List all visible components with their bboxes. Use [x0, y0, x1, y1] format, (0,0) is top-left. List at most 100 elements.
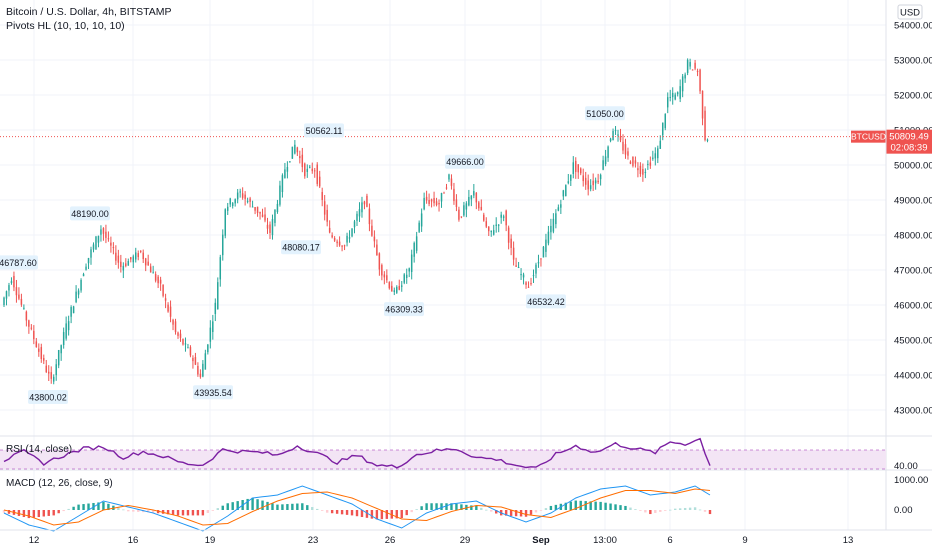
candle-body [450, 178, 453, 186]
price-tag-countdown: 02:08:39 [891, 143, 928, 154]
candle-body [629, 161, 632, 164]
candle-body [428, 200, 430, 204]
macd-bar [490, 510, 493, 512]
candle-body [664, 114, 666, 129]
pivot-label-bg [304, 123, 344, 138]
symbol-title: Bitcoin / U.S. Dollar, 4h, BITSTAMP [6, 6, 172, 18]
candle-body [266, 224, 269, 229]
candle-body [512, 247, 515, 260]
rsi-band [0, 450, 886, 469]
time-axis[interactable]: 12 16 19 23 26 29 Sep 13:00 6 9 13 [29, 535, 854, 546]
macd-bar [211, 510, 215, 511]
candle-body [85, 266, 87, 270]
candle-body [97, 235, 100, 243]
candle-body [532, 275, 535, 277]
macd-bar [311, 507, 314, 510]
price-axis[interactable]: 54000.0053000.0052000.0051000.0050000.00… [894, 21, 932, 417]
candle-body [65, 323, 67, 339]
candle-body [500, 214, 502, 218]
candle-body [654, 153, 657, 159]
macd-bar [102, 501, 105, 510]
macd-bar [375, 510, 379, 520]
macd-bar [683, 507, 687, 510]
candle-body [23, 307, 25, 309]
candle-body [209, 327, 212, 342]
macd-bar [644, 510, 647, 513]
candle-body [425, 196, 428, 201]
macd-bar [77, 504, 80, 510]
candle-body [13, 275, 15, 288]
macd-bar [708, 510, 712, 515]
candle-body [517, 267, 520, 269]
candle-body [157, 276, 159, 284]
candle-body [468, 196, 470, 206]
pivot-label-bg [585, 106, 625, 121]
candle-body [507, 227, 510, 243]
pivot-label: 50562.11 [306, 126, 343, 136]
candle-body [443, 192, 445, 194]
macd-bar [146, 510, 150, 513]
candle-body [224, 209, 226, 236]
candle-body [90, 249, 92, 258]
macd-bar [325, 510, 329, 513]
time-tick: 12 [29, 535, 40, 546]
candle-body [679, 86, 681, 99]
candle-body [182, 339, 184, 345]
candle-body [704, 110, 706, 141]
candle-body [694, 62, 696, 69]
candle-body [279, 185, 281, 205]
candle-body [445, 187, 448, 189]
macd-bar [619, 505, 622, 510]
candle-body [627, 151, 629, 156]
candle-body [699, 69, 701, 92]
candle-body [301, 154, 304, 168]
candle-body [662, 122, 664, 136]
macd-bar [176, 510, 180, 516]
candle-body [18, 294, 20, 299]
candle-body [169, 306, 172, 317]
macd-bar [604, 502, 607, 510]
candle-body [43, 358, 45, 361]
candle-body [572, 162, 575, 174]
macd-bar [37, 510, 41, 518]
candle-body [316, 164, 318, 184]
candle-body [117, 255, 120, 263]
candle-body [453, 188, 455, 202]
candle-body [234, 199, 236, 204]
candle-body [309, 166, 311, 168]
candle-body [455, 199, 458, 207]
macd-bar [127, 510, 130, 512]
candle-body [82, 274, 85, 277]
macd-bar [82, 504, 85, 510]
price-tag-symbol-bg [851, 130, 886, 143]
time-tick: 23 [308, 535, 319, 546]
candle-body [333, 237, 336, 241]
candle-body [172, 319, 174, 325]
price-pane[interactable] [0, 0, 886, 436]
macd-bar [62, 510, 65, 512]
candle-body [323, 201, 326, 215]
macd-bar [122, 509, 125, 511]
macd-bar [47, 510, 50, 516]
candles-group [3, 58, 709, 385]
candle-body [25, 311, 28, 321]
candle-body [386, 275, 388, 281]
currency-badge[interactable] [897, 4, 923, 20]
candle-body [328, 227, 331, 233]
macd-bar [400, 510, 403, 519]
candle-body [194, 357, 197, 365]
macd-bar [659, 510, 662, 512]
candle-body [271, 218, 274, 236]
candle-body [197, 365, 199, 375]
candle-body [465, 203, 468, 210]
macd-bar [137, 510, 140, 512]
macd-histogram [2, 497, 712, 520]
candle-body [162, 284, 164, 296]
candle-body [475, 192, 478, 203]
candle-body [8, 285, 10, 291]
candle-body [291, 146, 294, 159]
candle-body [433, 198, 435, 204]
candle-body [634, 160, 637, 164]
candle-body [130, 257, 132, 260]
